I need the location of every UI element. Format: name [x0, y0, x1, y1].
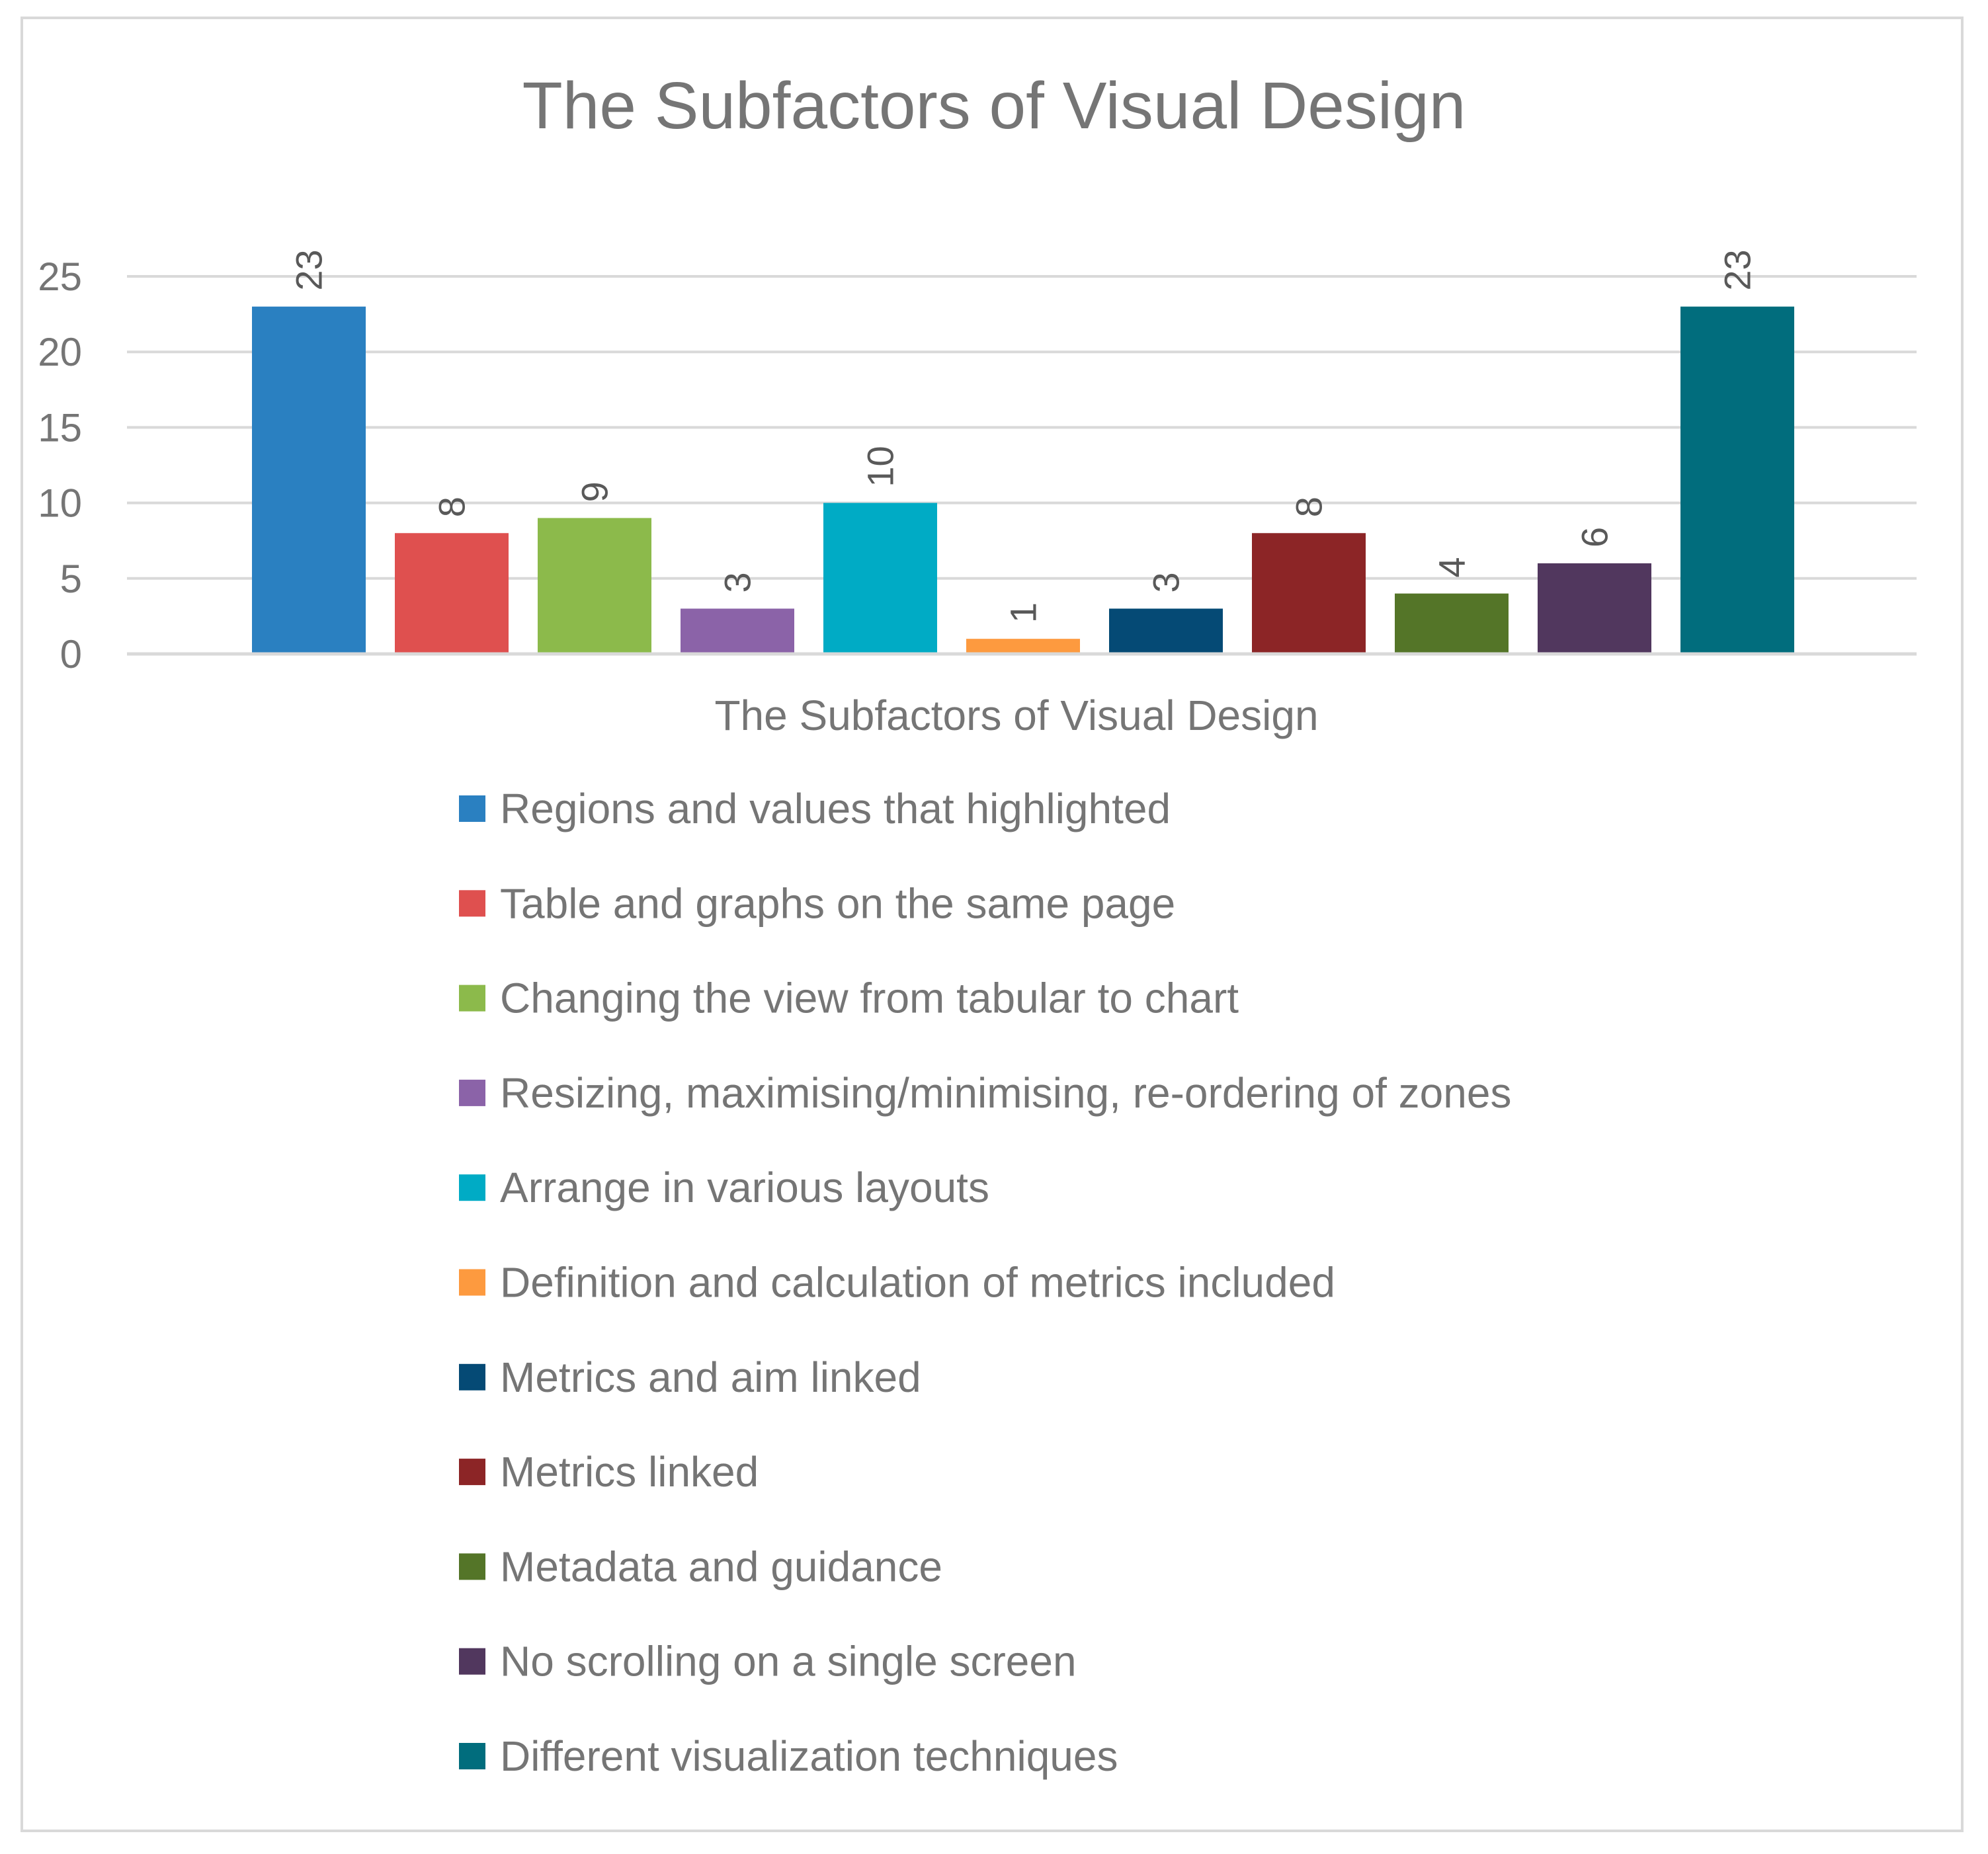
data-label: 4	[1431, 557, 1473, 577]
y-tick-label: 20	[38, 330, 82, 374]
bar	[1395, 593, 1509, 654]
bar	[823, 503, 937, 654]
y-tick-label: 25	[38, 255, 82, 299]
legend-label: Arrange in various layouts	[500, 1164, 989, 1211]
legend-label: No scrolling on a single screen	[500, 1638, 1077, 1685]
legend-swatch	[459, 1269, 485, 1296]
y-tick-label: 10	[38, 481, 82, 526]
legend-swatch	[459, 890, 485, 917]
bars	[252, 306, 1794, 654]
data-label: 8	[431, 497, 473, 517]
bar	[966, 639, 1080, 654]
bar	[1680, 306, 1794, 654]
bar	[1109, 608, 1223, 654]
data-label: 23	[288, 249, 330, 290]
x-axis-title: The Subfactors of Visual Design	[714, 692, 1318, 739]
legend-label: Metrics linked	[500, 1448, 759, 1496]
legend-label: Metrics and aim linked	[500, 1353, 921, 1401]
data-labels: 23 8 9 3 10 1 3 8 4 6 23	[288, 249, 1759, 623]
bar	[538, 518, 651, 654]
data-label: 8	[1288, 497, 1330, 517]
legend-label: Resizing, maximising/minimising, re-orde…	[500, 1069, 1511, 1117]
bar	[252, 306, 366, 654]
y-tick-label: 0	[60, 632, 82, 676]
chart-title: The Subfactors of Visual Design	[522, 69, 1466, 143]
legend-label: Table and graphs on the same page	[500, 879, 1175, 927]
legend-label: Metadata and guidance	[500, 1543, 942, 1590]
legend-label: Changing the view from tabular to chart	[500, 975, 1239, 1022]
data-label: 3	[1145, 572, 1187, 592]
legend-swatch	[459, 1743, 485, 1769]
legend-swatch	[459, 985, 485, 1012]
bar	[395, 533, 509, 654]
legend-label: Definition and calculation of metrics in…	[500, 1259, 1335, 1307]
legend: Regions and values that highlighted Table…	[459, 785, 1511, 1780]
y-axis-ticks: 0 5 10 15 20 25	[38, 255, 82, 676]
legend-swatch	[459, 1459, 485, 1486]
legend-label: Regions and values that highlighted	[500, 785, 1171, 832]
y-tick-label: 5	[60, 557, 82, 601]
data-label: 23	[1717, 249, 1759, 290]
data-label: 1	[1003, 602, 1044, 623]
legend-swatch	[459, 1174, 485, 1201]
legend-swatch	[459, 795, 485, 822]
data-label: 10	[860, 446, 901, 487]
legend-swatch	[459, 1648, 485, 1675]
legend-swatch	[459, 1363, 485, 1390]
y-tick-label: 15	[38, 405, 82, 450]
legend-swatch	[459, 1079, 485, 1106]
data-label: 3	[717, 572, 759, 592]
bar	[1252, 533, 1366, 654]
legend-label: Different visualization techniques	[500, 1732, 1118, 1780]
bar	[681, 608, 794, 654]
data-label: 9	[574, 481, 616, 502]
data-label: 6	[1574, 527, 1616, 547]
legend-swatch	[459, 1553, 485, 1580]
bar	[1538, 563, 1651, 654]
